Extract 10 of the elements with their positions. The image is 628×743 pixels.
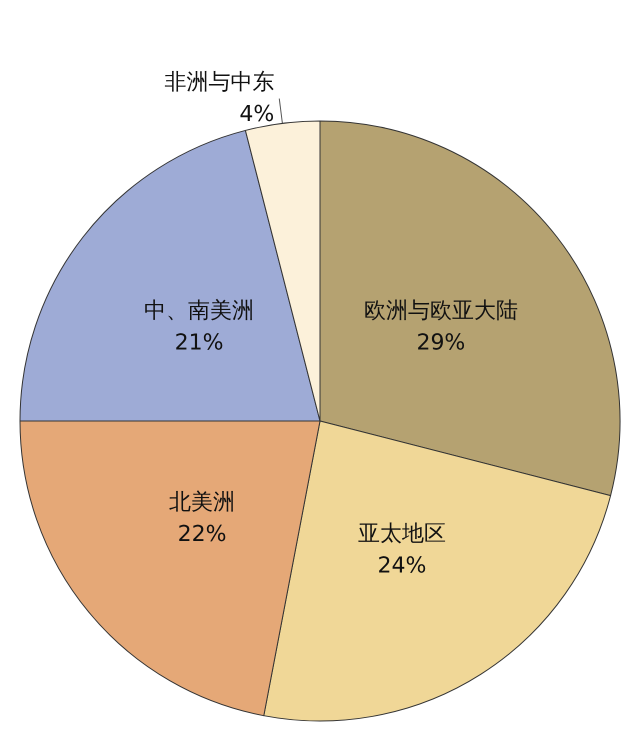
- data-label: 4%: [239, 102, 274, 128]
- data-label: 29%: [416, 330, 466, 356]
- slice-label: 北美洲: [169, 490, 236, 516]
- data-label: 24%: [378, 554, 426, 579]
- slice-label: 欧洲与欧亚大陆: [364, 298, 518, 324]
- data-label: 21%: [174, 330, 224, 356]
- slice-label: 非洲与中东: [164, 70, 274, 96]
- slice-label: 中、南美洲: [144, 298, 254, 324]
- slice-label: 亚太地区: [358, 522, 446, 547]
- data-label: 22%: [178, 522, 227, 548]
